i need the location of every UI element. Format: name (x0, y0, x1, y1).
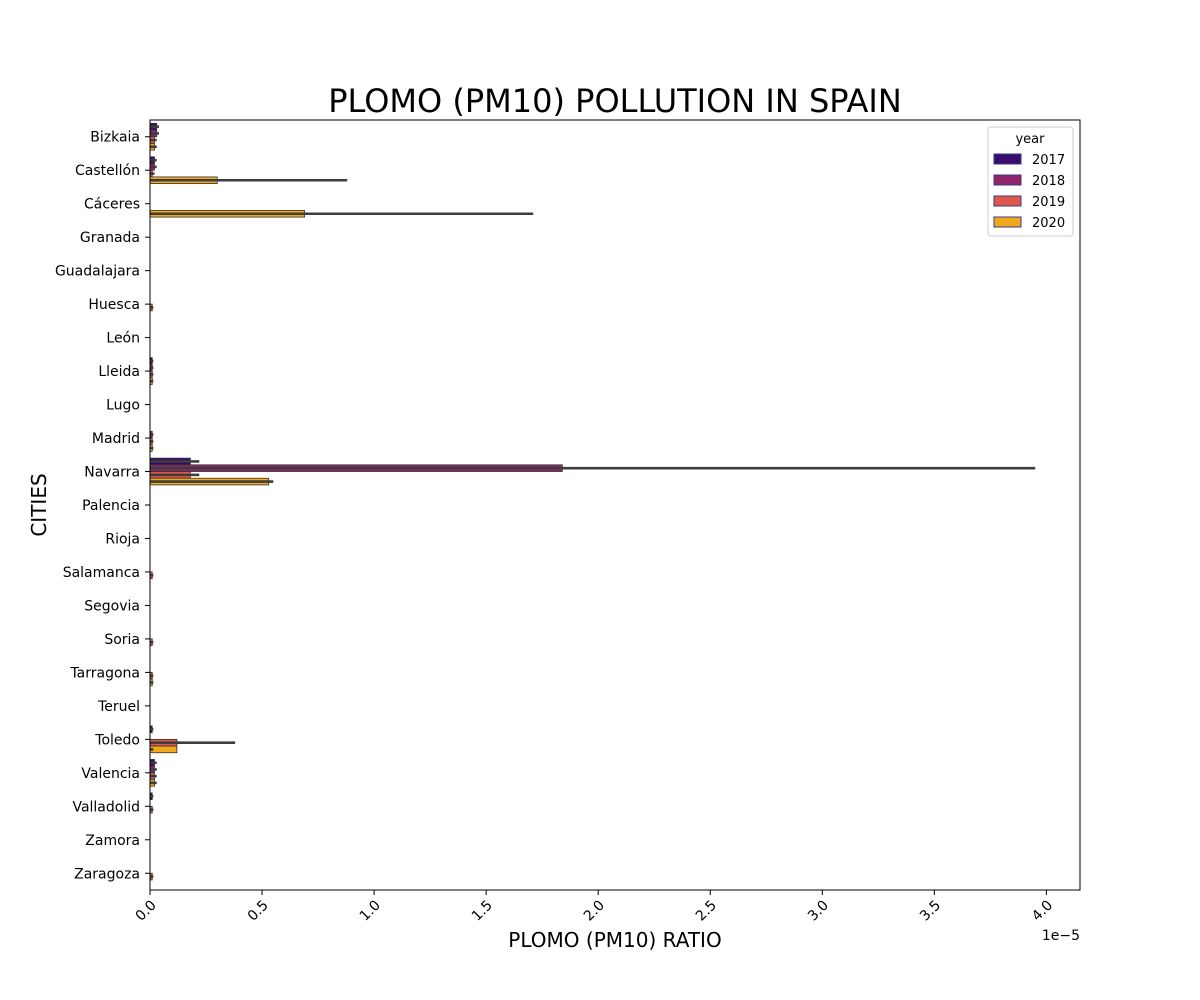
y-tick-label: Valencia (81, 766, 140, 782)
y-tick-label: Teruel (97, 699, 140, 715)
legend-swatch (993, 153, 1022, 165)
x-tick-label: 1.5 (469, 897, 496, 924)
chart-title: PLOMO (PM10) POLLUTION IN SPAIN (328, 82, 902, 120)
y-axis-ticks: Bizkaia Castellón Cáceres Granada Guadalajar… (55, 130, 150, 882)
x-tick-label: 3.0 (805, 897, 832, 924)
y-tick-label: Cáceres (84, 197, 140, 213)
y-tick-label: Guadalajara (55, 264, 140, 280)
y-tick-label: Rioja (105, 531, 140, 547)
y-tick-label: Castellón (75, 163, 140, 179)
x-tick-label: 2.0 (581, 897, 608, 924)
y-tick-label: Bizkaia (90, 130, 140, 146)
legend: year 2017 2018 2019 2020 (987, 126, 1074, 237)
x-axis-label: PLOMO (PM10) RATIO (508, 928, 721, 952)
plot-frame (149, 119, 1081, 891)
y-tick-label: Granada (80, 230, 140, 246)
legend-label: 2019 (1032, 195, 1065, 210)
y-tick-label: Navarra (84, 465, 140, 481)
x-tick-label: 3.5 (917, 897, 944, 924)
error-bars-group (150, 125, 1036, 878)
x-tick-label: 4.0 (1029, 897, 1056, 924)
y-tick-label: Huesca (88, 297, 140, 313)
legend-title: year (1015, 132, 1045, 147)
legend-swatch (993, 195, 1022, 207)
y-tick-label: Lleida (98, 364, 140, 380)
legend-swatch (993, 216, 1022, 228)
y-tick-label: Palencia (82, 498, 140, 514)
legend-swatch (993, 174, 1022, 186)
y-tick-label: Valladolid (72, 799, 140, 815)
legend-items: 2017 2018 2019 2020 (993, 153, 1065, 231)
x-axis-exponent: 1e−5 (1042, 928, 1080, 944)
legend-label: 2018 (1032, 174, 1065, 189)
y-tick-label: Madrid (92, 431, 140, 447)
y-tick-label: Salamanca (63, 565, 140, 581)
y-tick-label: Zamora (85, 833, 140, 849)
x-tick-label: 0.5 (245, 897, 272, 924)
x-tick-label: 2.5 (693, 897, 720, 924)
y-tick-label: Segovia (84, 598, 140, 614)
y-tick-label: Lugo (106, 398, 140, 414)
x-tick-label: 0.0 (133, 897, 160, 924)
x-tick-label: 1.0 (357, 897, 384, 924)
bar (149, 745, 178, 754)
y-tick-label: Zaragoza (74, 866, 140, 882)
bars-group (149, 122, 563, 881)
legend-label: 2020 (1032, 216, 1065, 231)
y-axis-label: CITIES (27, 473, 51, 536)
y-tick-label: Tarragona (69, 665, 140, 681)
x-axis-ticks: 0.0 0.5 1.0 1.5 2.0 2.5 3.0 3.5 4.0 (133, 890, 1056, 925)
y-tick-label: Soria (104, 632, 140, 648)
y-tick-label: León (106, 331, 140, 347)
y-tick-label: Toledo (94, 732, 140, 748)
legend-label: 2017 (1032, 153, 1065, 168)
